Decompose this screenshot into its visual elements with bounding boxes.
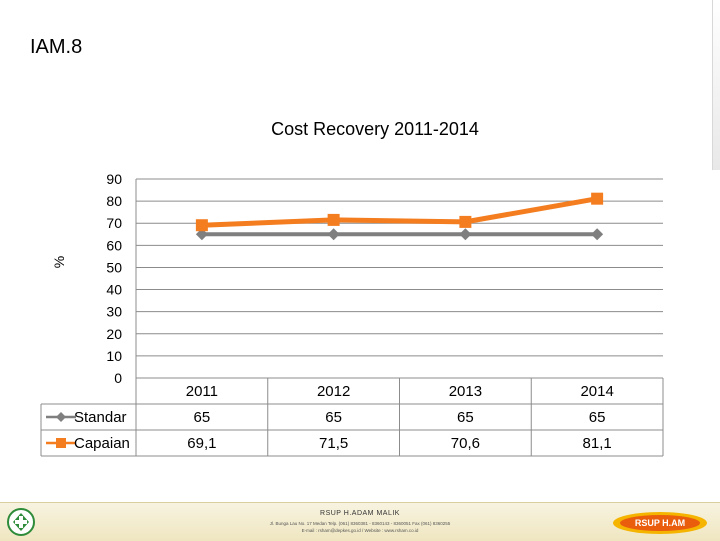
y-tick-label: 40 — [106, 282, 122, 298]
data-point-capaian — [591, 192, 604, 205]
y-tick-label: 30 — [106, 304, 122, 320]
legend-marker-standar — [56, 412, 66, 422]
data-point-capaian — [459, 215, 472, 228]
chart-text: 90 80 70 60 50 40 30 20 10 0% 2011 2012 2013 2014 Stan… — [51, 171, 614, 452]
slide-title: IAM.8 — [30, 36, 83, 58]
x-tick-label: 2011 — [186, 383, 218, 400]
footer-web: E-mail : rsham@depkes.go.id / Website : … — [301, 528, 419, 533]
data-label-standar: 65 — [194, 409, 211, 426]
series-lines — [195, 192, 604, 241]
y-tick-label: 50 — [106, 259, 122, 275]
footer-org-name: RSUP H.ADAM MALIK — [320, 510, 400, 517]
data-point-capaian — [327, 213, 340, 226]
legend-label-capaian: Capaian — [74, 435, 130, 452]
data-label-standar: 65 — [589, 409, 606, 426]
data-point-capaian — [195, 219, 208, 232]
data-point-standar — [195, 228, 208, 241]
data-label-standar: 65 — [325, 409, 342, 426]
data-label-capaian: 69,1 — [187, 435, 216, 452]
x-tick-label: 2012 — [317, 383, 350, 400]
data-label-capaian: 81,1 — [583, 435, 612, 452]
y-tick-label: 20 — [106, 326, 122, 342]
chart-title: Cost Recovery 2011-2014 — [271, 119, 479, 139]
legend-marker-capaian — [56, 438, 66, 448]
data-point-standar — [327, 228, 340, 241]
y-tick-label: 90 — [106, 171, 122, 187]
grid-lines — [135, 178, 663, 379]
x-tick-label: 2013 — [449, 383, 482, 400]
side-stripe — [712, 0, 720, 170]
hospital-logo-icon: RSUP H.AM — [613, 512, 707, 534]
y-tick-label: 0 — [114, 370, 122, 386]
chart-title-wrap: Cost Recovery 2011-2014 — [0, 119, 720, 140]
hospital-logo-text: RSUP H.AM — [635, 518, 685, 528]
footer-address: Jl. Bunga Lau No. 17 Medan Telp. (061) 8… — [269, 521, 451, 526]
y-axis-label: % — [51, 256, 67, 268]
data-label-capaian: 70,6 — [451, 435, 480, 452]
legend-label-standar: Standar — [74, 409, 127, 426]
footer-band — [0, 502, 720, 541]
y-tick-label: 80 — [106, 193, 122, 209]
data-point-standar — [459, 228, 472, 241]
y-tick-label: 10 — [106, 348, 122, 364]
x-tick-label: 2014 — [580, 383, 613, 400]
ministry-logo-icon — [7, 508, 35, 536]
data-label-standar: 65 — [457, 409, 474, 426]
cost-recovery-chart: 90 80 70 60 50 40 30 20 10 0% 2011 2012 2013 2014 Stan… — [40, 171, 664, 457]
y-tick-label: 70 — [106, 215, 122, 231]
data-table — [40, 377, 664, 457]
data-point-standar — [591, 228, 604, 241]
y-tick-label: 60 — [106, 237, 122, 253]
data-label-capaian: 71,5 — [319, 435, 348, 452]
series-line-capaian — [201, 196, 598, 228]
